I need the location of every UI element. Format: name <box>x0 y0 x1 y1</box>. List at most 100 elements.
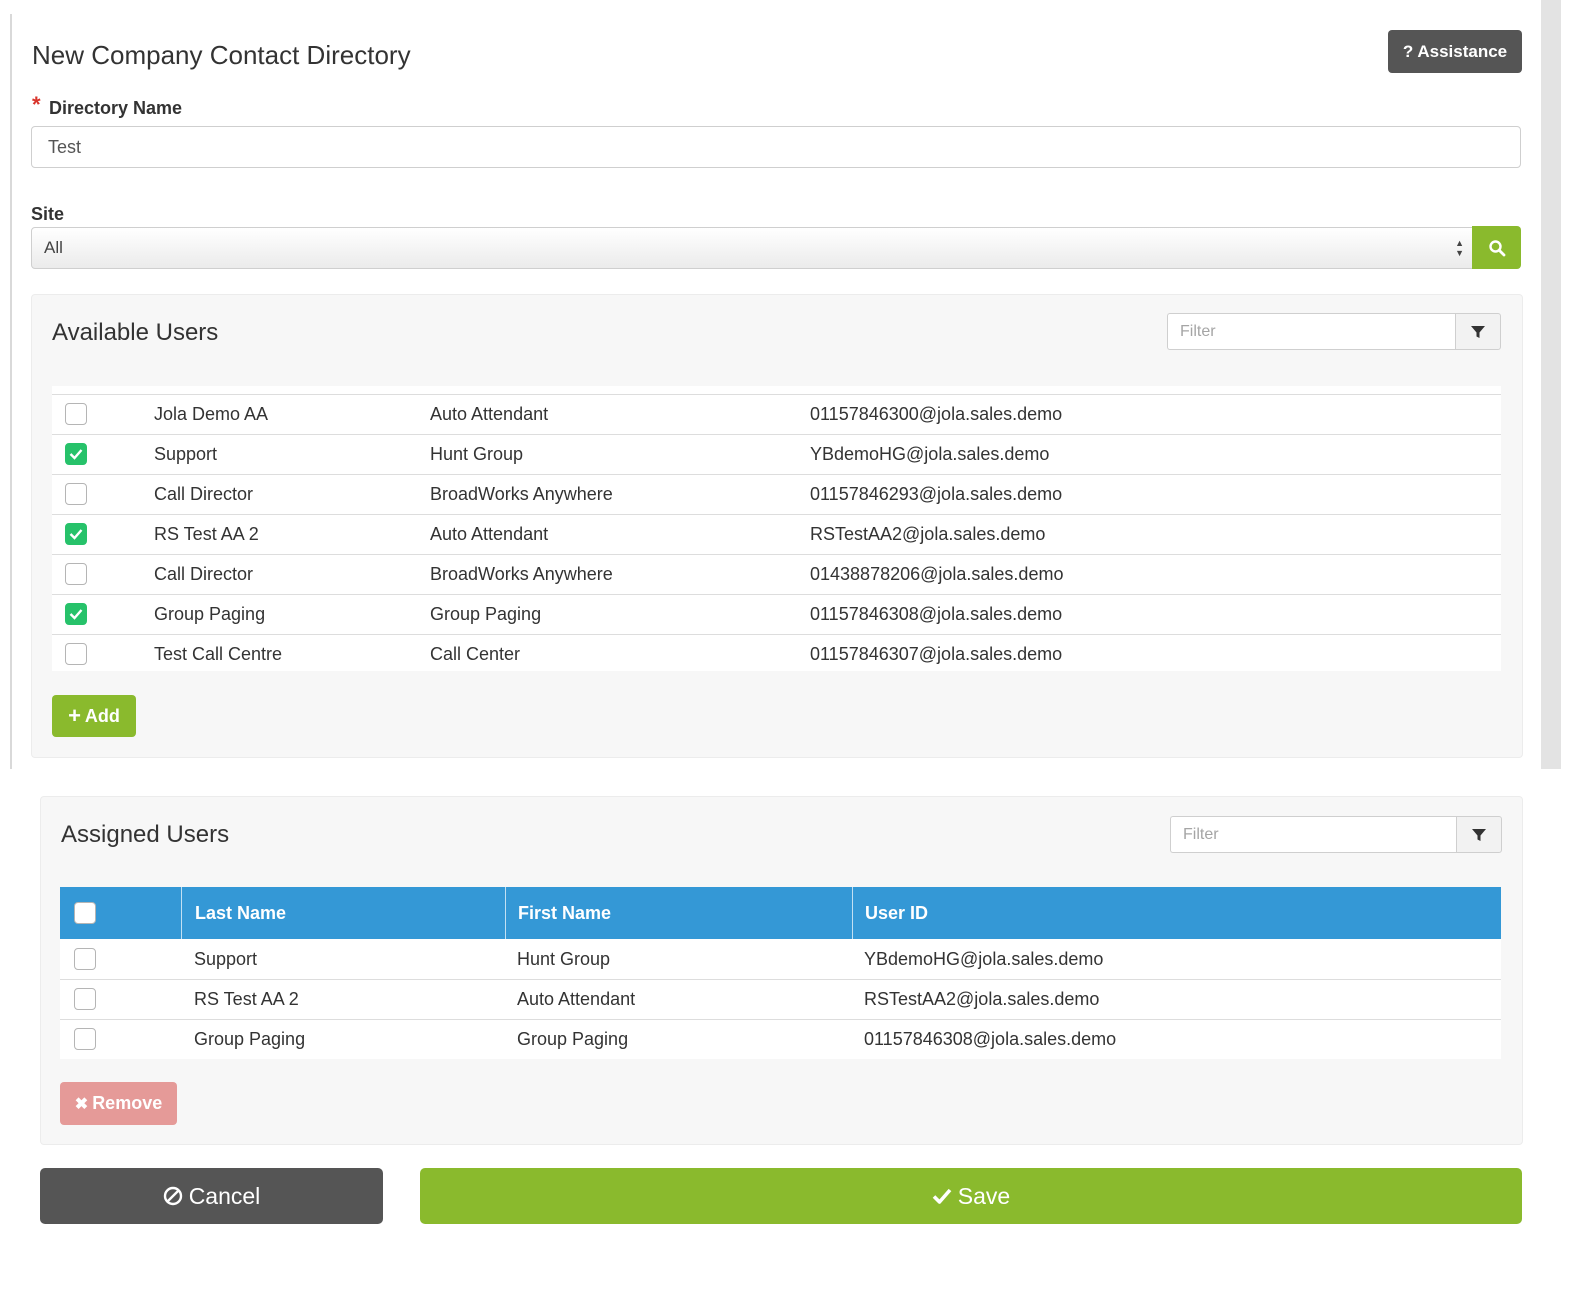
select-all-checkbox[interactable] <box>74 902 96 924</box>
times-icon: ✖ <box>74 1095 89 1113</box>
first-name-cell: BroadWorks Anywhere <box>430 564 613 584</box>
required-indicator: * <box>32 92 41 117</box>
directory-name-label: Directory Name <box>49 98 183 118</box>
user-id-cell: 01438878206@jola.sales.demo <box>810 564 1064 584</box>
last-name-cell: RS Test AA 2 <box>194 989 299 1009</box>
last-name-cell: Support <box>154 444 218 464</box>
assigned-users-filter <box>1170 816 1502 853</box>
last-name-cell: RS Test AA 2 <box>154 524 259 544</box>
site-search-button[interactable] <box>1472 226 1521 269</box>
first-name-cell: Hunt Group <box>430 444 524 464</box>
table-row[interactable]: Test Call Centre Call Center 01157846307@j… <box>52 634 1501 671</box>
row-checkbox[interactable] <box>65 403 87 425</box>
first-name-cell: Group Paging <box>517 1029 629 1049</box>
page-title: New Company Contact Directory <box>32 40 411 70</box>
save-button[interactable]: Save <box>420 1168 1522 1224</box>
first-name-cell: Hunt Group <box>517 949 611 969</box>
save-label: Save <box>957 1182 1011 1209</box>
first-name-cell: Auto Attendant <box>430 404 549 424</box>
available-users-filter <box>1167 313 1501 350</box>
assigned-table-header: Last Name First Name User ID <box>60 887 1501 939</box>
column-first-name[interactable]: First Name <box>518 903 612 923</box>
user-id-cell: RSTestAA2@jola.sales.demo <box>810 524 1046 544</box>
cancel-label: Cancel <box>188 1182 261 1209</box>
table-row[interactable]: RS Test AA 2 Auto Attendant RSTestAA2@jola… <box>52 514 1501 555</box>
row-checkbox[interactable] <box>65 523 87 545</box>
first-name-cell: Call Center <box>430 644 521 664</box>
user-id-cell: YBdemoHG@jola.sales.demo <box>810 444 1050 464</box>
user-id-cell: 01157846300@jola.sales.demo <box>810 404 1063 424</box>
available-filter-button[interactable] <box>1455 313 1501 350</box>
row-checkbox[interactable] <box>65 483 87 505</box>
row-checkbox[interactable] <box>65 563 87 585</box>
first-name-cell: Auto Attendant <box>430 524 549 544</box>
column-divider <box>181 887 182 939</box>
assigned-users-title: Assigned Users <box>61 821 230 848</box>
table-row[interactable]: Call Director BroadWorks Anywhere 01438878… <box>52 554 1501 595</box>
user-id-cell: YBdemoHG@jola.sales.demo <box>864 949 1104 969</box>
cancel-button[interactable]: Cancel <box>40 1168 383 1224</box>
add-label: Add <box>84 705 120 726</box>
table-row[interactable]: Group Paging Group Paging 01157846308@jola… <box>60 1019 1501 1059</box>
assistance-label: ? Assistance <box>1402 41 1508 61</box>
first-name-cell: Group Paging <box>430 604 542 624</box>
table-row[interactable]: Call Director BroadWorks Anywhere 01157846… <box>52 474 1501 515</box>
table-row[interactable]: Group Paging Group Paging 01157846308@jola… <box>52 594 1501 635</box>
user-id-cell: RSTestAA2@jola.sales.demo <box>864 989 1100 1009</box>
table-row[interactable]: Support Hunt Group YBdemoHG@jola.sales.dem… <box>60 939 1501 980</box>
column-user-id[interactable]: User ID <box>865 903 929 923</box>
check-icon <box>932 1188 952 1204</box>
first-name-cell: Auto Attendant <box>517 989 636 1009</box>
available-users-panel: Available Users Jola Demo AA Auto Attenda… <box>31 294 1523 758</box>
ban-icon <box>163 1186 182 1206</box>
row-checkbox[interactable] <box>74 988 96 1010</box>
check-icon <box>69 529 83 540</box>
search-icon <box>1488 239 1505 256</box>
add-button[interactable]: + Add <box>52 695 136 737</box>
last-name-cell: Support <box>194 949 258 969</box>
user-id-cell: 01157846308@jola.sales.demo <box>864 1029 1117 1049</box>
filter-icon <box>1472 828 1486 841</box>
column-divider <box>505 887 506 939</box>
remove-label: Remove <box>92 1093 163 1113</box>
table-row[interactable]: RS Test AA 2 Auto Attendant RSTestAA2@jola… <box>60 979 1501 1020</box>
assistance-button[interactable]: ? Assistance <box>1388 30 1522 73</box>
select-arrows-icon: ▲ ▼ <box>1455 238 1464 258</box>
plus-icon: + <box>68 703 81 728</box>
table-row[interactable]: Support Hunt Group YBdemoHG@jola.sales.dem… <box>52 434 1501 475</box>
filter-icon <box>1471 325 1485 338</box>
row-checkbox[interactable] <box>65 603 87 625</box>
list-item[interactable] <box>52 386 1501 395</box>
assigned-users-list[interactable]: Support Hunt Group YBdemoHG@jola.sales.dem… <box>60 939 1501 1059</box>
last-name-cell: Call Director <box>154 564 254 584</box>
first-name-cell: BroadWorks Anywhere <box>430 484 613 504</box>
last-name-cell: Group Paging <box>154 604 266 624</box>
last-name-cell: Jola Demo AA <box>154 404 269 424</box>
site-select[interactable]: All ▲ ▼ <box>31 227 1473 269</box>
page-scrollbar[interactable] <box>1541 0 1561 769</box>
directory-name-input[interactable] <box>31 126 1521 168</box>
assigned-filter-input[interactable] <box>1170 816 1456 853</box>
column-last-name[interactable]: Last Name <box>195 903 287 923</box>
check-icon <box>69 609 83 620</box>
last-name-cell: Test Call Centre <box>154 644 283 664</box>
assigned-filter-button[interactable] <box>1456 816 1502 853</box>
last-name-cell: Group Paging <box>194 1029 306 1049</box>
last-name-cell: Call Director <box>154 484 254 504</box>
user-id-cell: 01157846293@jola.sales.demo <box>810 484 1063 504</box>
table-row[interactable]: Jola Demo AA Auto Attendant 01157846300@jo… <box>52 394 1501 435</box>
row-checkbox[interactable] <box>65 643 87 665</box>
check-icon <box>69 449 83 460</box>
site-select-value: All <box>44 238 63 257</box>
row-checkbox[interactable] <box>74 948 96 970</box>
available-users-list[interactable]: Jola Demo AA Auto Attendant 01157846300@jo… <box>52 386 1501 671</box>
available-users-title: Available Users <box>52 319 219 346</box>
left-border <box>10 14 12 769</box>
row-checkbox[interactable] <box>74 1028 96 1050</box>
column-divider <box>852 887 853 939</box>
remove-button[interactable]: ✖ Remove <box>60 1082 177 1125</box>
row-checkbox[interactable] <box>65 443 87 465</box>
site-label: Site <box>31 204 65 224</box>
user-id-cell: 01157846308@jola.sales.demo <box>810 604 1063 624</box>
available-filter-input[interactable] <box>1167 313 1455 350</box>
